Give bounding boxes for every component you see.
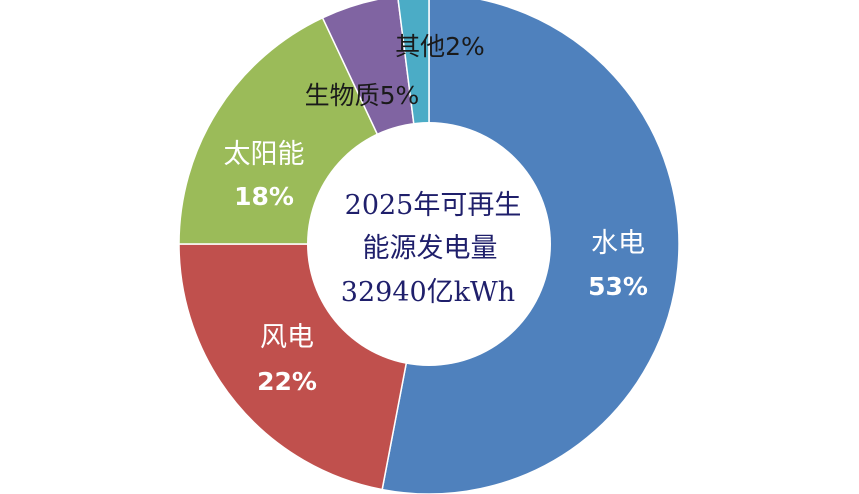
slice-percent-label-3: 18% bbox=[234, 182, 294, 211]
slice-percent-label-1: 53% bbox=[588, 272, 648, 301]
donut-hole bbox=[307, 122, 551, 366]
slice-name-label-1: 水电 bbox=[591, 228, 645, 259]
center-label-line-3: 32940亿kWh bbox=[341, 277, 515, 308]
center-label: 2025年可再生 能源发电量 32940亿kWh bbox=[341, 190, 522, 308]
slice-label-4: 生物质5% bbox=[305, 81, 420, 110]
slice-name-label-3: 太阳能 bbox=[224, 139, 305, 170]
center-label-line-2: 能源发电量 bbox=[363, 233, 498, 264]
slice-label-5: 其他2% bbox=[395, 32, 485, 61]
slice-name-label-2: 风电 bbox=[260, 322, 314, 353]
slice-labels-group: 水电 53% 风电 22% 太阳能 18% 生物质5% 其他2% bbox=[224, 32, 648, 396]
slice-percent-label-2: 22% bbox=[257, 367, 317, 396]
center-label-line-1: 2025年可再生 bbox=[345, 190, 522, 221]
